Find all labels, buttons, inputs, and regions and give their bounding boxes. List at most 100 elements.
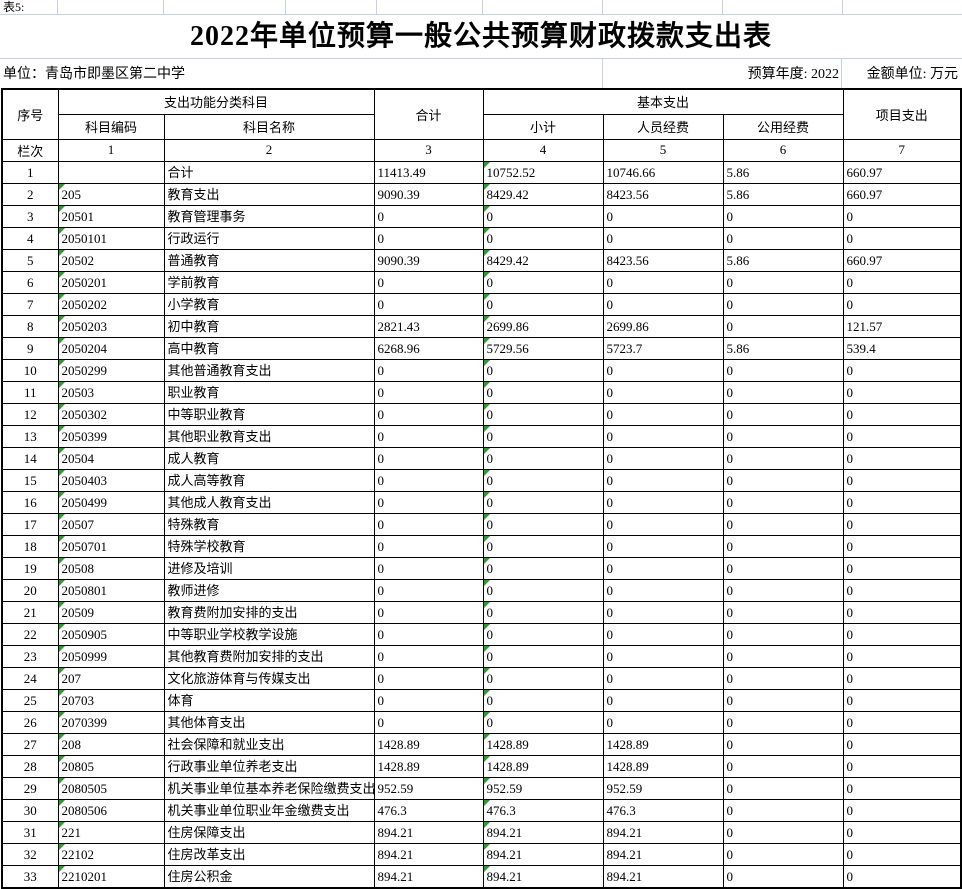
- cell-serial[interactable]: 17: [1, 512, 59, 536]
- cell-project[interactable]: 0: [842, 204, 962, 228]
- cell-project[interactable]: 0: [842, 226, 962, 250]
- cell-name[interactable]: 住房改革支出: [163, 842, 375, 866]
- cell-public[interactable]: 0: [722, 490, 844, 514]
- cell-project[interactable]: 0: [842, 666, 962, 690]
- cell-serial[interactable]: 19: [1, 556, 59, 580]
- cell-project[interactable]: 0: [842, 776, 962, 800]
- cell-subtotal[interactable]: 8429.42: [482, 182, 604, 206]
- cell-serial[interactable]: 7: [1, 292, 59, 316]
- cell-subtotal[interactable]: 952.59: [482, 776, 604, 800]
- cell-subtotal[interactable]: 0: [482, 226, 604, 250]
- cell-project[interactable]: 0: [842, 710, 962, 734]
- cell-public[interactable]: 0: [722, 358, 844, 382]
- cell-subtotal[interactable]: 0: [482, 688, 604, 712]
- cell-project[interactable]: 0: [842, 688, 962, 712]
- cell-name[interactable]: 教育管理事务: [163, 204, 375, 228]
- cell-public[interactable]: 0: [722, 842, 844, 866]
- cell-total[interactable]: 0: [373, 710, 484, 734]
- cell-code[interactable]: 2050101: [57, 226, 165, 250]
- cell-total[interactable]: 1428.89: [373, 732, 484, 756]
- cell-personnel[interactable]: 8423.56: [602, 182, 724, 206]
- cell-subtotal[interactable]: 0: [482, 534, 604, 558]
- cell-serial[interactable]: 4: [1, 226, 59, 250]
- cell-total[interactable]: 0: [373, 358, 484, 382]
- cell-serial[interactable]: 26: [1, 710, 59, 734]
- cell-public[interactable]: 0: [722, 424, 844, 448]
- cell-code[interactable]: 2070399: [57, 710, 165, 734]
- header-col-index[interactable]: 1: [57, 138, 165, 162]
- cell-code[interactable]: 2080505: [57, 776, 165, 800]
- cell-subtotal[interactable]: 0: [482, 424, 604, 448]
- cell-project[interactable]: 0: [842, 358, 962, 382]
- cell-code[interactable]: 2050299: [57, 358, 165, 382]
- cell-serial[interactable]: 21: [1, 600, 59, 624]
- cell-public[interactable]: 0: [722, 204, 844, 228]
- cell-personnel[interactable]: 0: [602, 226, 724, 250]
- cell-subtotal[interactable]: 1428.89: [482, 754, 604, 778]
- cell-subtotal[interactable]: 0: [482, 446, 604, 470]
- cell-public[interactable]: 0: [722, 710, 844, 734]
- cell-public[interactable]: 0: [722, 622, 844, 646]
- cell-personnel[interactable]: 0: [602, 710, 724, 734]
- cell-public[interactable]: 0: [722, 732, 844, 756]
- cell-subtotal[interactable]: 0: [482, 556, 604, 580]
- cell-public[interactable]: 0: [722, 688, 844, 712]
- cell-serial[interactable]: 29: [1, 776, 59, 800]
- cell-code[interactable]: 2050203: [57, 314, 165, 338]
- cell-total[interactable]: 0: [373, 380, 484, 404]
- cell-project[interactable]: 0: [842, 578, 962, 602]
- cell-personnel[interactable]: 0: [602, 380, 724, 404]
- header-code[interactable]: 科目编码: [57, 113, 165, 140]
- cell-serial[interactable]: 23: [1, 644, 59, 668]
- cell-personnel[interactable]: 0: [602, 446, 724, 470]
- cell-name[interactable]: 体育: [163, 688, 375, 712]
- cell-total[interactable]: 0: [373, 292, 484, 316]
- cell-code[interactable]: 208: [57, 732, 165, 756]
- cell-total[interactable]: 0: [373, 402, 484, 426]
- cell-subtotal[interactable]: 476.3: [482, 798, 604, 822]
- cell-serial[interactable]: 5: [1, 248, 59, 272]
- cell-public[interactable]: 0: [722, 468, 844, 492]
- cell-personnel[interactable]: 0: [602, 512, 724, 536]
- cell-name[interactable]: 其他教育费附加安排的支出: [163, 644, 375, 668]
- cell-personnel[interactable]: 8423.56: [602, 248, 724, 272]
- cell-total[interactable]: 0: [373, 534, 484, 558]
- cell-name[interactable]: 住房保障支出: [163, 820, 375, 844]
- cell-personnel[interactable]: 894.21: [602, 820, 724, 844]
- cell-subtotal[interactable]: 0: [482, 358, 604, 382]
- cell-subtotal[interactable]: 0: [482, 204, 604, 228]
- cell-subtotal[interactable]: 0: [482, 600, 604, 624]
- cell-code[interactable]: 2050905: [57, 622, 165, 646]
- cell-name[interactable]: 其他体育支出: [163, 710, 375, 734]
- cell-serial[interactable]: 12: [1, 402, 59, 426]
- cell-serial[interactable]: 6: [1, 270, 59, 294]
- cell-project[interactable]: 0: [842, 380, 962, 404]
- cell-code[interactable]: [57, 160, 165, 184]
- cell-total[interactable]: 0: [373, 468, 484, 492]
- cell-project[interactable]: 0: [842, 270, 962, 294]
- header-col-index[interactable]: 2: [163, 138, 375, 162]
- cell-total[interactable]: 0: [373, 666, 484, 690]
- cell-code[interactable]: 2050403: [57, 468, 165, 492]
- cell-serial[interactable]: 25: [1, 688, 59, 712]
- cell-name[interactable]: 机关事业单位基本养老保险缴费支出: [163, 776, 375, 800]
- cell-subtotal[interactable]: 1428.89: [482, 732, 604, 756]
- cell-serial[interactable]: 20: [1, 578, 59, 602]
- cell-total[interactable]: 476.3: [373, 798, 484, 822]
- cell-serial[interactable]: 2: [1, 182, 59, 206]
- cell-serial[interactable]: 13: [1, 424, 59, 448]
- cell-serial[interactable]: 3: [1, 204, 59, 228]
- cell-project[interactable]: 0: [842, 490, 962, 514]
- cell-serial[interactable]: 15: [1, 468, 59, 492]
- cell-public[interactable]: 0: [722, 666, 844, 690]
- cell-name[interactable]: 社会保障和就业支出: [163, 732, 375, 756]
- cell-code[interactable]: 2050399: [57, 424, 165, 448]
- cell-total[interactable]: 894.21: [373, 864, 484, 888]
- cell-code[interactable]: 20507: [57, 512, 165, 536]
- cell-code[interactable]: 207: [57, 666, 165, 690]
- cell-total[interactable]: 11413.49: [373, 160, 484, 184]
- cell-code[interactable]: 20509: [57, 600, 165, 624]
- cell-name[interactable]: 特殊教育: [163, 512, 375, 536]
- cell-project[interactable]: 0: [842, 424, 962, 448]
- cell-project[interactable]: 539.4: [842, 336, 962, 360]
